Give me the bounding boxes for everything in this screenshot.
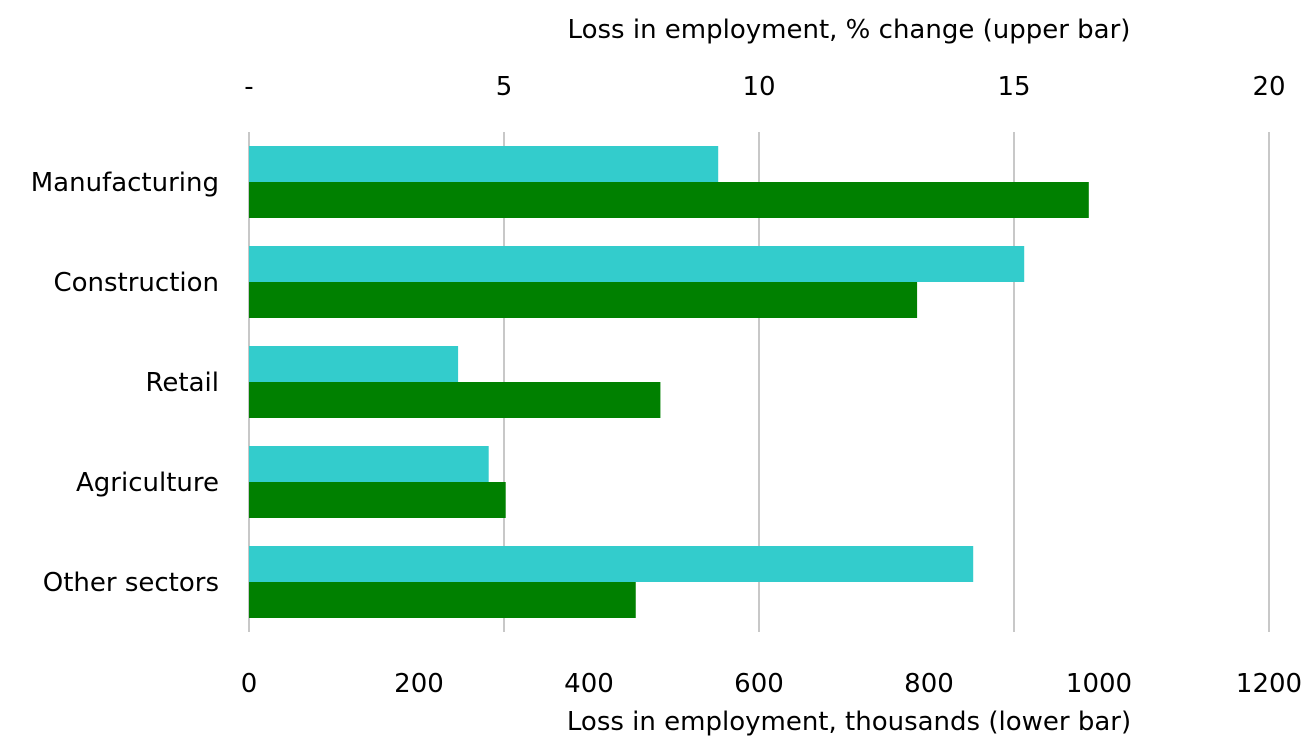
category-label: Construction [53, 268, 219, 298]
top-axis-tick-label: 5 [496, 72, 513, 102]
top-axis-tick-label: 20 [1252, 72, 1285, 102]
category-label: Retail [146, 368, 219, 398]
category-label: Other sectors [43, 568, 219, 598]
bar-manufacturing-upper [249, 146, 719, 182]
bars [249, 146, 1089, 618]
bottom-axis-title: Loss in employment, thousands (lower bar… [567, 707, 1131, 737]
top-axis-tick-label: - [244, 72, 253, 102]
top-axis-title: Loss in employment, % change (upper bar) [568, 15, 1131, 45]
bottom-axis-tick-labels: 0 200 400 600 800 1000 1200 [241, 669, 1302, 699]
bar-construction-upper [249, 246, 1025, 282]
top-axis-tick-label: 10 [742, 72, 775, 102]
bar-retail-upper [249, 346, 459, 382]
bottom-axis-tick-label: 800 [904, 669, 954, 699]
bar-other-sectors-upper [249, 546, 974, 582]
category-label: Agriculture [76, 468, 219, 498]
bottom-axis-tick-label: 1200 [1236, 669, 1302, 699]
bottom-axis-tick-label: 200 [394, 669, 444, 699]
top-axis-tick-labels: - 5 10 15 20 [244, 72, 1285, 102]
bottom-axis-tick-label: 1000 [1066, 669, 1132, 699]
bar-other-sectors-lower [249, 582, 636, 618]
bar-manufacturing-lower [249, 182, 1089, 218]
bottom-axis-tick-label: 400 [564, 669, 614, 699]
top-axis-tick-label: 15 [997, 72, 1030, 102]
bottom-axis-tick-label: 600 [734, 669, 784, 699]
bar-retail-lower [249, 382, 661, 418]
bar-agriculture-lower [249, 482, 506, 518]
category-labels: Manufacturing Construction Retail Agricultu… [31, 168, 219, 598]
category-label: Manufacturing [31, 168, 219, 198]
bottom-axis-tick-label: 0 [241, 669, 258, 699]
bar-construction-lower [249, 282, 918, 318]
bar-agriculture-upper [249, 446, 489, 482]
